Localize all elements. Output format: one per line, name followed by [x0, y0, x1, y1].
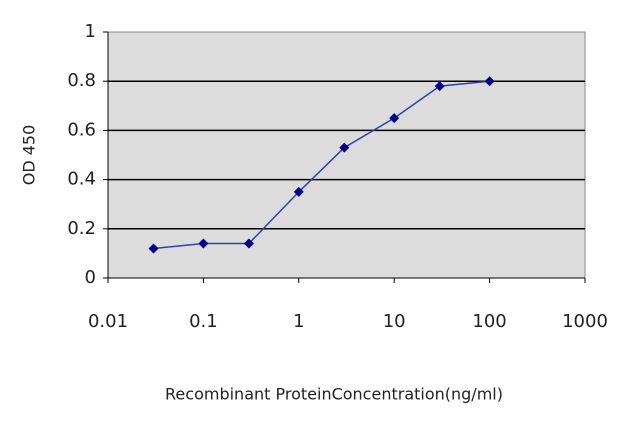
x-tick-label: 10 [383, 311, 406, 332]
y-tick-label: 0 [85, 267, 96, 288]
x-tick-label: 0.01 [88, 311, 128, 332]
x-tick-label: 100 [472, 311, 506, 332]
point [484, 76, 495, 87]
x-tick-label: 1000 [562, 311, 608, 332]
point [293, 186, 304, 197]
point [198, 238, 209, 249]
y-tick-label: 0.2 [67, 218, 96, 239]
x-tick-label: 1 [293, 311, 304, 332]
y-tick-label: 0.6 [67, 119, 96, 140]
y-tick-label: 0.4 [67, 169, 96, 190]
plot-area [107, 31, 586, 279]
point [434, 81, 445, 92]
y-tick-label: 1 [85, 21, 96, 42]
y-tick-label: 0.8 [67, 70, 96, 91]
point [389, 113, 400, 124]
series-line [153, 80, 490, 250]
x-tick-label: 0.1 [189, 311, 218, 332]
x-axis-title: Recombinant ProteinConcentration(ng/ml) [165, 385, 503, 404]
point [339, 142, 350, 153]
y-axis-title: OD 450 [20, 125, 39, 186]
point [148, 243, 159, 254]
point [243, 238, 254, 249]
